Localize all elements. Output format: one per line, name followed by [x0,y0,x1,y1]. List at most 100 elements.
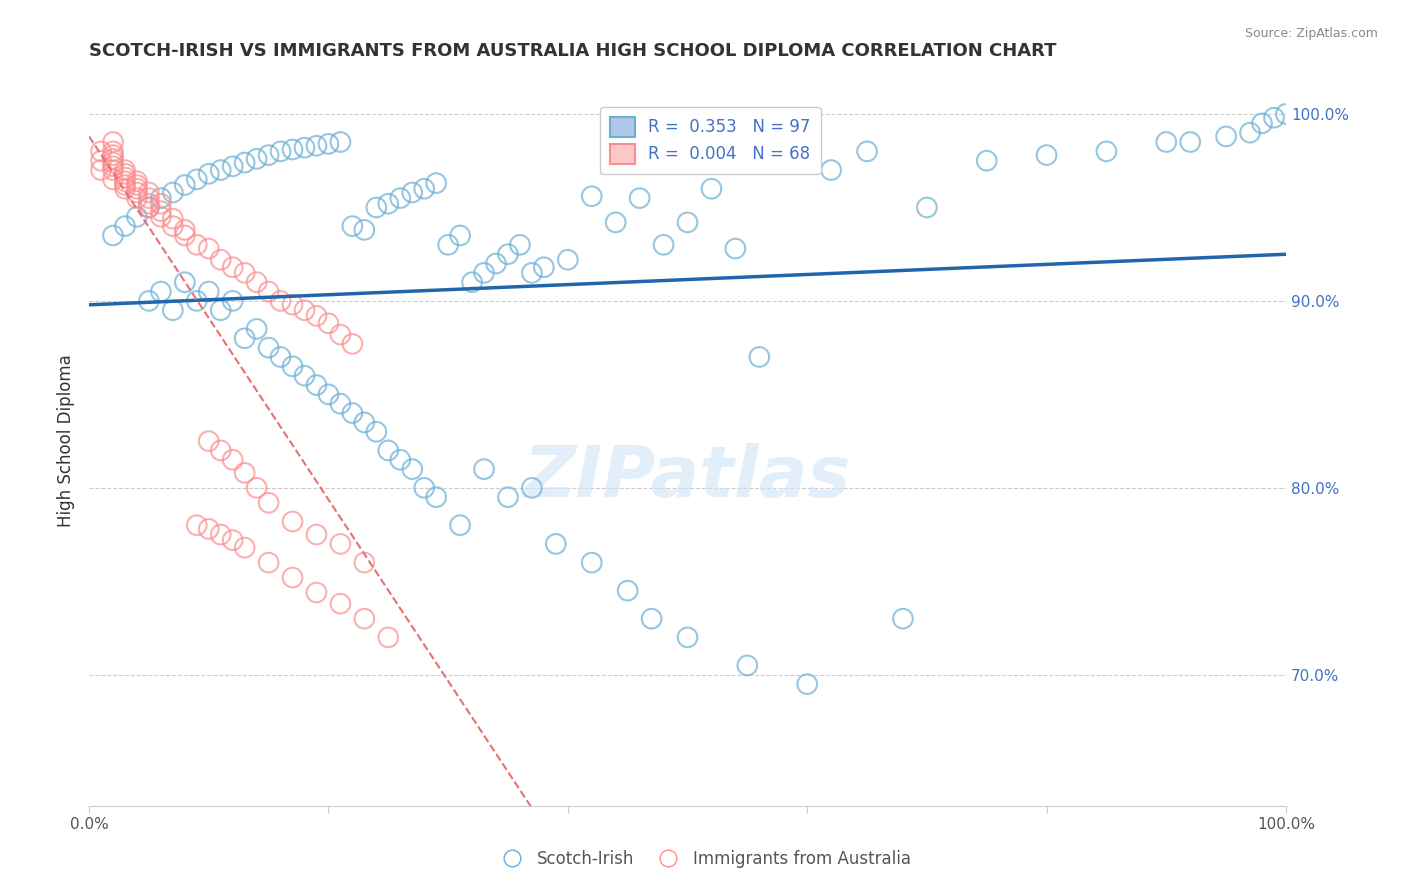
Point [138,191,160,205]
Point [101,159,124,173]
Point [329,537,352,551]
Point [101,228,124,243]
Point [125,186,148,200]
Point [401,462,423,476]
Point [209,443,232,458]
Point [222,533,245,548]
Point [652,237,675,252]
Point [101,155,124,169]
Point [737,658,759,673]
Point [270,350,292,364]
Text: ZIPatlas: ZIPatlas [524,443,851,512]
Point [520,481,543,495]
Point [114,178,136,192]
Point [281,143,304,157]
Point [162,219,184,234]
Point [101,135,124,149]
Point [496,247,519,261]
Point [581,189,603,203]
Point [318,136,340,151]
Point [425,490,447,504]
Point [222,159,245,173]
Point [173,223,195,237]
Point [257,496,280,510]
Point [257,556,280,570]
Point [377,443,399,458]
Point [197,167,219,181]
Point [366,201,388,215]
Point [353,416,375,430]
Point [1035,148,1057,162]
Point [533,260,555,275]
Point [222,260,245,275]
Point [149,191,172,205]
Point [496,490,519,504]
Point [114,170,136,185]
Point [1251,116,1274,130]
Point [173,228,195,243]
Point [186,518,208,533]
Point [101,145,124,159]
Point [281,359,304,374]
Point [233,541,256,555]
Point [246,322,269,336]
Point [114,174,136,188]
Point [149,204,172,219]
Point [101,152,124,166]
Point [246,481,269,495]
Point [186,172,208,186]
Point [114,219,136,234]
Point [305,378,328,392]
Point [676,215,699,229]
Point [1154,135,1177,149]
Point [186,237,208,252]
Point [149,210,172,224]
Point [186,293,208,308]
Point [377,631,399,645]
Point [329,135,352,149]
Point [724,242,747,256]
Point [149,196,172,211]
Point [114,163,136,178]
Point [101,148,124,162]
Point [976,153,998,168]
Point [125,182,148,196]
Point [125,210,148,224]
Point [796,677,818,691]
Y-axis label: High School Diploma: High School Diploma [58,355,75,527]
Point [449,228,471,243]
Point [544,537,567,551]
Point [485,256,508,270]
Point [246,152,269,166]
Point [222,452,245,467]
Point [401,186,423,200]
Point [222,293,245,308]
Legend: Scotch-Irish, Immigrants from Australia: Scotch-Irish, Immigrants from Australia [489,844,917,875]
Point [1180,135,1202,149]
Point [294,368,316,383]
Point [197,434,219,448]
Point [329,327,352,342]
Point [233,466,256,480]
Legend: R =  0.353   N = 97, R =  0.004   N = 68: R = 0.353 N = 97, R = 0.004 N = 68 [600,107,821,174]
Point [628,191,651,205]
Point [891,612,914,626]
Point [305,585,328,599]
Point [125,191,148,205]
Point [616,583,638,598]
Point [1275,107,1298,121]
Point [125,178,148,192]
Point [270,145,292,159]
Point [472,462,495,476]
Point [233,155,256,169]
Point [162,303,184,318]
Point [173,178,195,192]
Point [305,138,328,153]
Point [413,481,436,495]
Point [389,452,412,467]
Text: Source: ZipAtlas.com: Source: ZipAtlas.com [1244,27,1378,40]
Point [640,612,662,626]
Point [138,201,160,215]
Point [114,167,136,181]
Point [138,201,160,215]
